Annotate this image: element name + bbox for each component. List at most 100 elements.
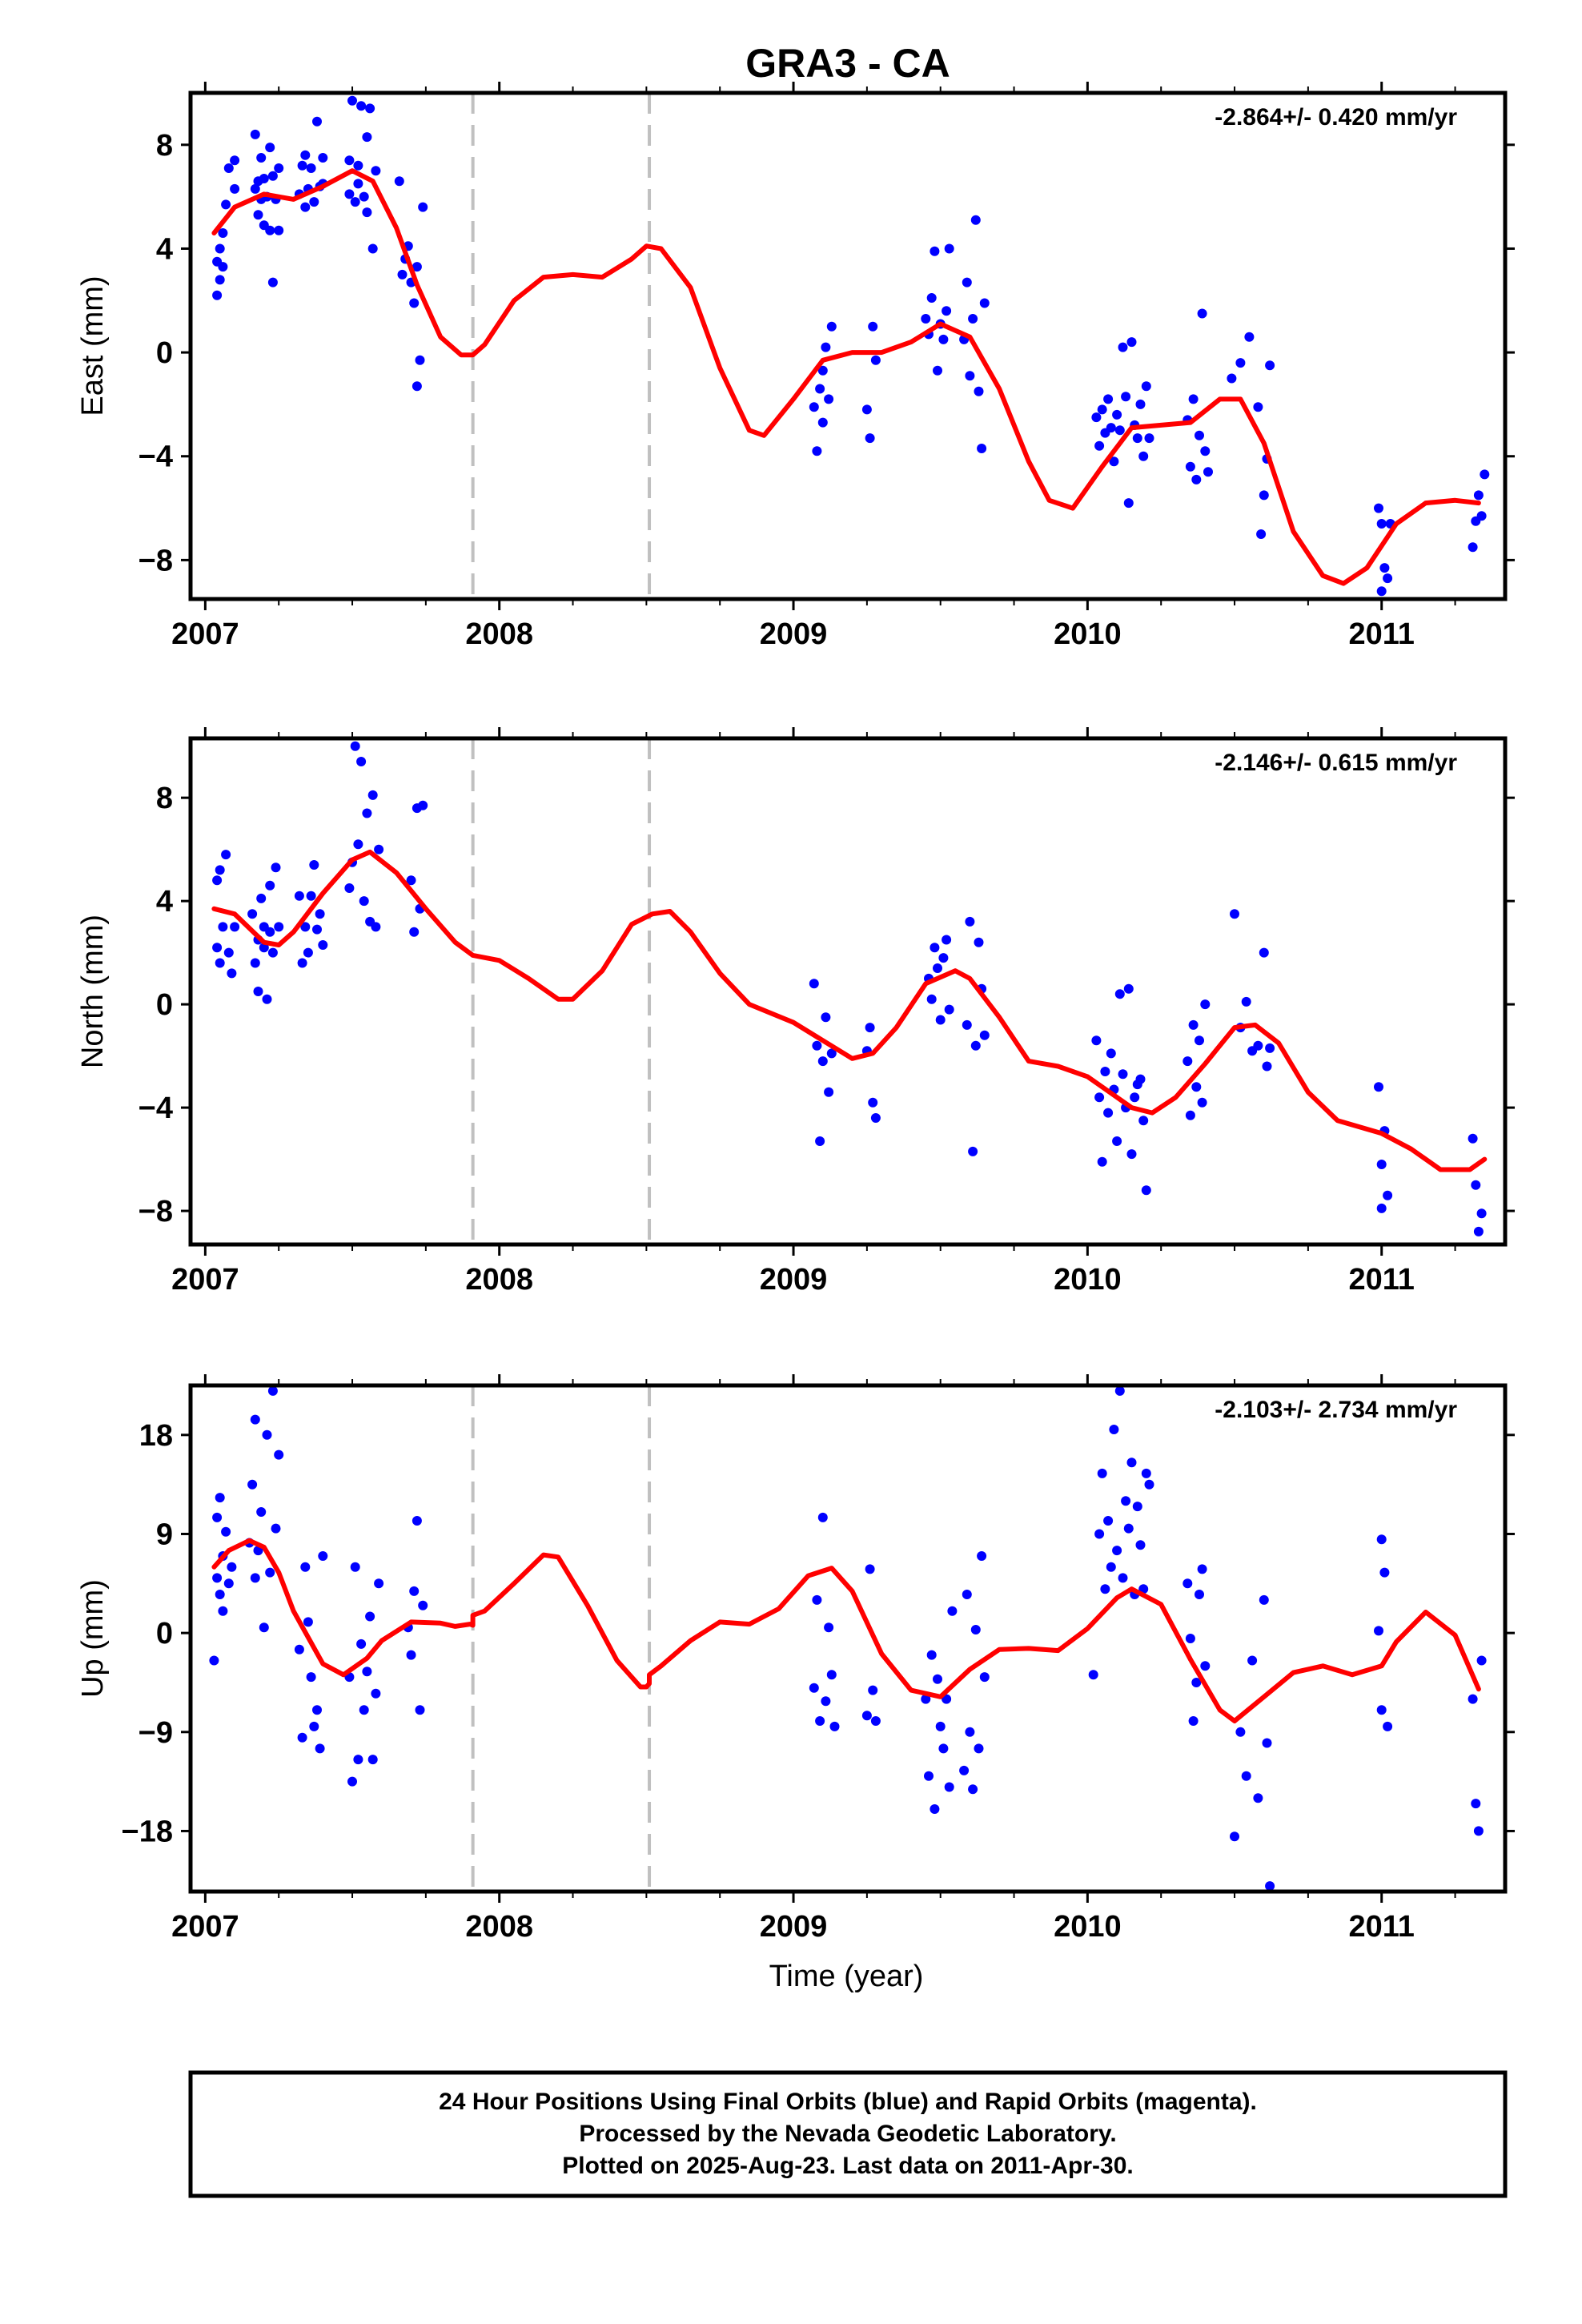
east-xtick-label: 2007: [171, 617, 239, 651]
north-data-point: [250, 958, 260, 968]
up-data-point: [294, 1644, 304, 1655]
north-data-point: [315, 909, 325, 919]
up-data-point: [926, 1650, 937, 1660]
up-data-point: [979, 1672, 990, 1683]
east-data-point: [1195, 430, 1204, 440]
north-data-point: [870, 1113, 881, 1123]
up-data-point: [1468, 1694, 1478, 1704]
up-data-point: [306, 1672, 316, 1683]
north-data-point: [926, 994, 937, 1004]
up-data-point: [1197, 1564, 1207, 1574]
figure-title: GRA3 - CA: [745, 41, 950, 86]
east-data-point: [930, 246, 940, 256]
east-data-point: [1253, 402, 1263, 412]
north-data-point: [262, 994, 272, 1004]
east-data-point: [250, 129, 260, 139]
up-data-point: [318, 1551, 328, 1561]
up-data-point: [1376, 1534, 1387, 1545]
up-data-point: [947, 1606, 958, 1616]
north-data-point: [294, 891, 304, 901]
up-data-point: [861, 1711, 872, 1721]
north-data-point: [297, 958, 307, 968]
footer-line-1: 24 Hour Positions Using Final Orbits (bl…: [439, 2089, 1257, 2115]
north-data-point: [253, 987, 263, 996]
east-data-point: [309, 197, 319, 207]
up-data-point: [1191, 1678, 1202, 1687]
north-y-axis-label: North (mm): [76, 915, 110, 1068]
east-data-point: [977, 444, 987, 453]
up-ytick-label: 9: [156, 1518, 173, 1551]
east-plot-area: [191, 93, 1505, 599]
east-data-point: [1094, 440, 1105, 451]
east-data-point: [344, 155, 355, 166]
east-data-point: [979, 298, 990, 308]
up-data-point: [965, 1727, 975, 1737]
east-data-point: [1091, 412, 1102, 423]
north-data-point: [815, 1136, 825, 1146]
east-data-point: [1473, 490, 1484, 501]
north-data-point: [944, 1004, 954, 1015]
north-data-point: [359, 896, 369, 907]
east-xtick-label: 2011: [1348, 617, 1414, 651]
east-data-point: [812, 446, 822, 456]
north-data-point: [826, 1048, 837, 1059]
east-data-point: [365, 103, 375, 114]
north-data-point: [223, 947, 234, 958]
north-data-point: [1138, 1116, 1149, 1126]
east-data-point: [274, 225, 284, 235]
east-data-point: [1374, 503, 1383, 513]
east-data-point: [223, 163, 234, 173]
east-data-point: [826, 321, 837, 332]
east-data-point: [1138, 451, 1149, 461]
east-ytick-label: 8: [156, 129, 173, 163]
east-data-point: [1106, 423, 1116, 433]
up-data-point: [356, 1638, 367, 1649]
up-data-point: [218, 1606, 228, 1616]
north-data-point: [1473, 1226, 1484, 1236]
up-data-point: [1200, 1661, 1211, 1671]
north-data-point: [1094, 1092, 1105, 1103]
up-data-point: [817, 1512, 828, 1522]
north-data-point: [1376, 1203, 1387, 1213]
up-xtick-label: 2011: [1348, 1910, 1414, 1944]
north-data-point: [1185, 1110, 1195, 1120]
east-data-point: [1114, 425, 1125, 436]
east-data-point: [1132, 433, 1142, 444]
up-data-point: [921, 1694, 931, 1704]
east-data-point: [367, 243, 378, 254]
up-data-point: [362, 1667, 372, 1677]
up-data-point: [924, 1771, 934, 1781]
up-ytick-label: −18: [122, 1815, 173, 1848]
north-data-point: [371, 922, 381, 932]
north-data-point: [300, 922, 311, 932]
north-data-point: [1200, 999, 1211, 1010]
up-data-point: [1132, 1502, 1142, 1512]
north-xtick-label: 2010: [1054, 1263, 1122, 1297]
up-data-point: [930, 1804, 940, 1814]
up-data-point: [1182, 1578, 1193, 1589]
north-data-point: [406, 875, 416, 886]
north-panel: 8 4 0 −4 −8 2007 2008 2009 2010 2011 North (mm) -2.…: [76, 727, 1515, 1297]
up-data-point: [209, 1655, 219, 1666]
east-data-point: [230, 183, 240, 194]
up-data-point: [359, 1705, 369, 1715]
up-data-point: [315, 1743, 325, 1754]
north-data-point: [212, 943, 223, 953]
east-data-point: [1468, 542, 1478, 553]
north-data-point: [1188, 1019, 1199, 1030]
north-data-point: [824, 1087, 834, 1097]
up-panel: 18 9 0 −9 −18 2007 2008 2009 2010 2011 Up (mm) -2.1…: [76, 1374, 1515, 1944]
up-model-curve: [211, 1538, 1481, 1723]
north-data-point: [215, 958, 225, 968]
north-data-point: [1091, 1035, 1102, 1046]
up-data-point: [1088, 1670, 1098, 1680]
east-data-point: [397, 269, 408, 279]
east-data-point: [265, 225, 275, 235]
east-data-point: [350, 197, 360, 207]
up-data-point: [250, 1573, 260, 1583]
up-data-point: [1109, 1425, 1119, 1434]
up-data-point: [409, 1586, 420, 1596]
east-y-axis-label: East (mm): [76, 275, 110, 416]
north-data-point: [267, 947, 278, 958]
north-data-point: [1262, 1061, 1272, 1072]
